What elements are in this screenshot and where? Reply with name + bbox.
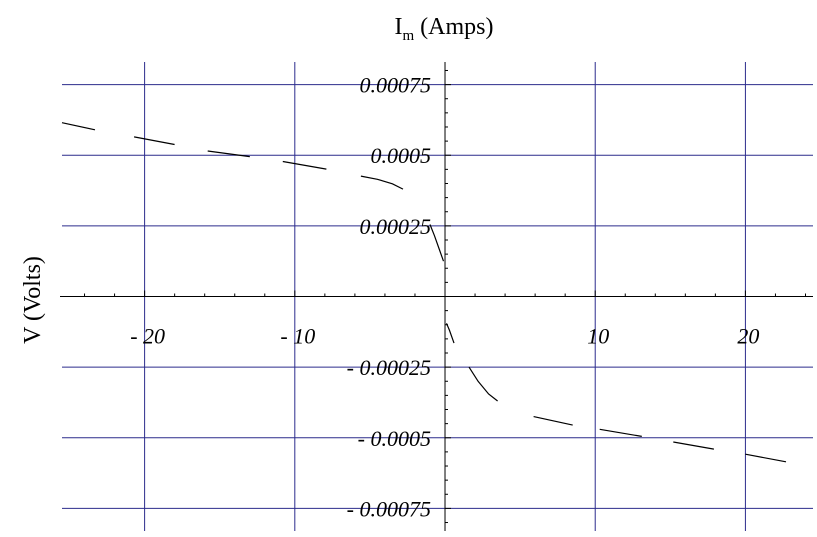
x-axis-title-subscript: m xyxy=(403,28,415,44)
x-axis-title-main: I xyxy=(395,14,403,40)
curve-dash-segment xyxy=(61,122,96,131)
y-tick-label: - 0.00075 xyxy=(347,496,431,521)
y-tick-label: 0.00025 xyxy=(360,214,432,239)
y-tick-label: 0.0005 xyxy=(371,143,432,168)
y-axis-title: V (Volts) xyxy=(20,256,46,344)
curve-dash-segment xyxy=(429,224,445,262)
curve-dash-segment xyxy=(282,160,327,170)
x-tick-label: 20 xyxy=(737,324,759,349)
y-tick-label: - 0.0005 xyxy=(358,426,431,451)
data-series xyxy=(61,122,787,463)
y-tick-labels: 0.00075 0.0005 0.00025 - 0.00025 - 0.0005 - 0… xyxy=(347,73,431,522)
curve-dash-segment xyxy=(745,453,787,463)
curve-dash-segment xyxy=(533,416,573,426)
x-tick-label: - 10 xyxy=(280,324,315,349)
curve-dash-segment xyxy=(133,136,175,146)
grid-lines xyxy=(62,62,813,531)
curve-dash-segment xyxy=(468,366,498,402)
x-tick-label: 10 xyxy=(587,324,609,349)
curve-dash-segment xyxy=(445,323,455,344)
curve-dash-segment xyxy=(673,441,715,450)
x-tick-label: - 20 xyxy=(130,324,165,349)
x-tick-labels: - 20 - 10 10 20 xyxy=(130,324,759,349)
curve-dash-segment xyxy=(207,150,250,158)
minor-ticks xyxy=(84,69,806,524)
curve-dash-segment xyxy=(360,175,404,190)
y-tick-label: 0.00075 xyxy=(360,73,432,98)
y-tick-label: - 0.00025 xyxy=(347,355,431,380)
curve-dash-segment xyxy=(599,428,642,437)
x-axis-title: Im (Amps) xyxy=(395,14,494,44)
x-axis-title-rest: (Amps) xyxy=(414,14,493,40)
axes xyxy=(60,62,813,531)
